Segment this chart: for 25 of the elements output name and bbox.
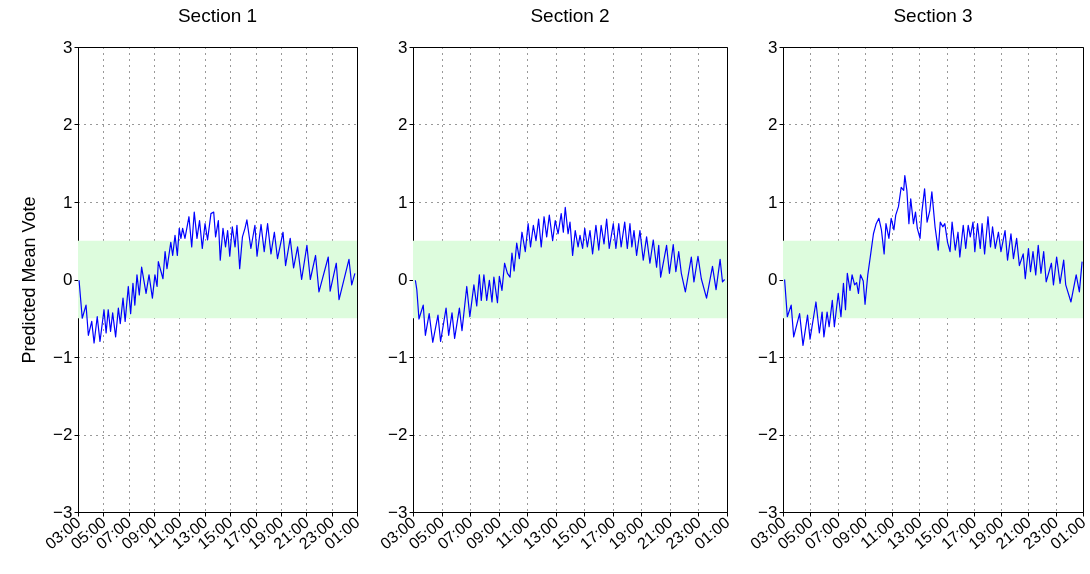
y-tick-label: −1 [388,347,408,367]
chart-title: Section 3 [893,5,973,26]
line-series [414,206,726,343]
y-tick-label: 1 [63,192,73,212]
y-tick-label: −1 [53,347,73,367]
y-tick-label: 1 [398,192,408,212]
y-tick-label: −2 [388,425,408,444]
y-tick-label: 0 [398,270,408,289]
y-tick-label: 0 [768,270,778,289]
y-axis-title: Predicted Mean Vote [19,196,40,364]
y-tick-label: −2 [53,425,73,444]
y-tick-label: 2 [768,115,778,134]
y-tick-label: −1 [758,347,778,367]
y-tick-label: 3 [768,37,778,57]
chart-title: Section 1 [177,5,258,26]
y-tick-label: 3 [398,37,408,57]
y-tick-label: 1 [768,192,778,212]
y-tick-label: 2 [398,115,408,134]
y-tick-label: 0 [63,270,73,289]
y-tick-label: 2 [63,115,73,134]
y-tick-label: 3 [63,37,73,57]
y-tick-label: −2 [758,425,778,444]
line-series [78,211,356,344]
chart-title: Section 2 [530,5,610,26]
line-series [783,175,1083,346]
